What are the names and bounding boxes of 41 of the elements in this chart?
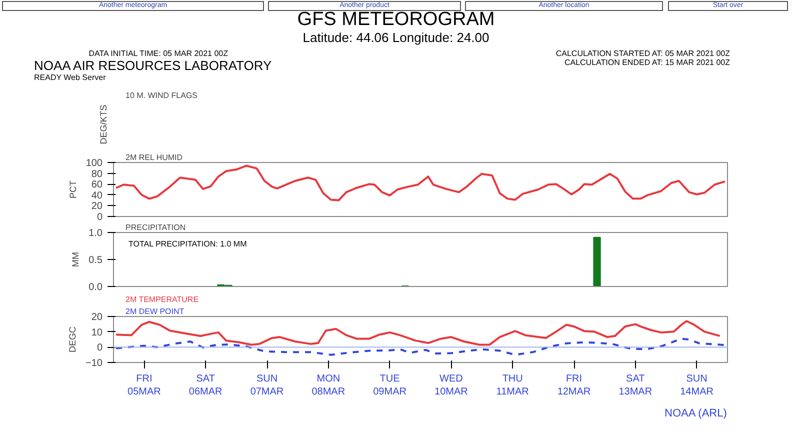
x-tick-label: SUN 14MAR xyxy=(680,374,714,398)
annotation: TOTAL PRECIPITATION: 1.0 MM xyxy=(128,240,248,248)
x-tick-label: WED 10MAR xyxy=(434,374,468,398)
text: 2M TEMPERATURE xyxy=(126,295,199,304)
x-tick-label: FRI 12MAR xyxy=(557,374,591,398)
y-tick-label: 20 xyxy=(91,312,103,323)
x-tick-label: FRI 05MAR xyxy=(128,374,161,398)
x-tick-label: SAT 13MAR xyxy=(618,374,652,398)
y-tick-label: 10 xyxy=(91,327,103,338)
text: READY Web Server xyxy=(34,73,107,83)
x-tick-label: SUN 07MAR xyxy=(250,374,284,398)
chart-title: 2M REL HUMID xyxy=(126,153,183,162)
text: DEG/KTS xyxy=(98,104,108,144)
y-tick-label: 100 xyxy=(86,158,103,169)
text: CALCULATION ENDED AT: 15 MAR 2021 00Z xyxy=(563,58,730,68)
text: NOAA (ARL) xyxy=(664,408,727,420)
text: CALCULATION STARTED AT: 05 MAR 2021 00Z xyxy=(554,49,730,59)
text: NOAA AIR RESOURCES LABORATORY xyxy=(34,58,273,74)
text: Latitude: 44.06 Longitude: 24.00 xyxy=(302,30,490,46)
x-tick-label: SAT 06MAR xyxy=(188,374,222,398)
chart-title: PRECIPITATION xyxy=(126,223,186,232)
y-tick-label: 40 xyxy=(91,190,103,202)
text: DATA INITIAL TIME: 05 MAR 2021 00Z xyxy=(88,49,228,59)
y-tick-label: 0.0 xyxy=(88,282,103,293)
y-tick-label: 0 xyxy=(96,212,103,223)
y-tick-label: 80 xyxy=(91,168,103,180)
x-tick-label: THU 11MAR xyxy=(496,374,529,398)
y-axis-title: MM xyxy=(70,252,81,267)
y-tick-label: 0 xyxy=(96,342,103,354)
y-tick-label: 1.0 xyxy=(88,228,103,239)
y-axis-title: DEGC xyxy=(68,326,78,352)
x-tick-label: MON 08MAR xyxy=(312,374,346,398)
y-tick-label: −10 xyxy=(86,358,103,369)
y-tick-label: 0.5 xyxy=(88,255,103,266)
text: 2M DEW POINT xyxy=(126,307,184,316)
x-tick-label: TUE 09MAR xyxy=(373,374,406,398)
text: 10 M. WIND FLAGS xyxy=(126,91,198,100)
text: GFS METEOROGRAM xyxy=(296,9,496,31)
y-tick-label: 60 xyxy=(91,180,103,191)
y-tick-label: 20 xyxy=(91,201,103,212)
y-axis-title: PCT xyxy=(68,180,78,198)
